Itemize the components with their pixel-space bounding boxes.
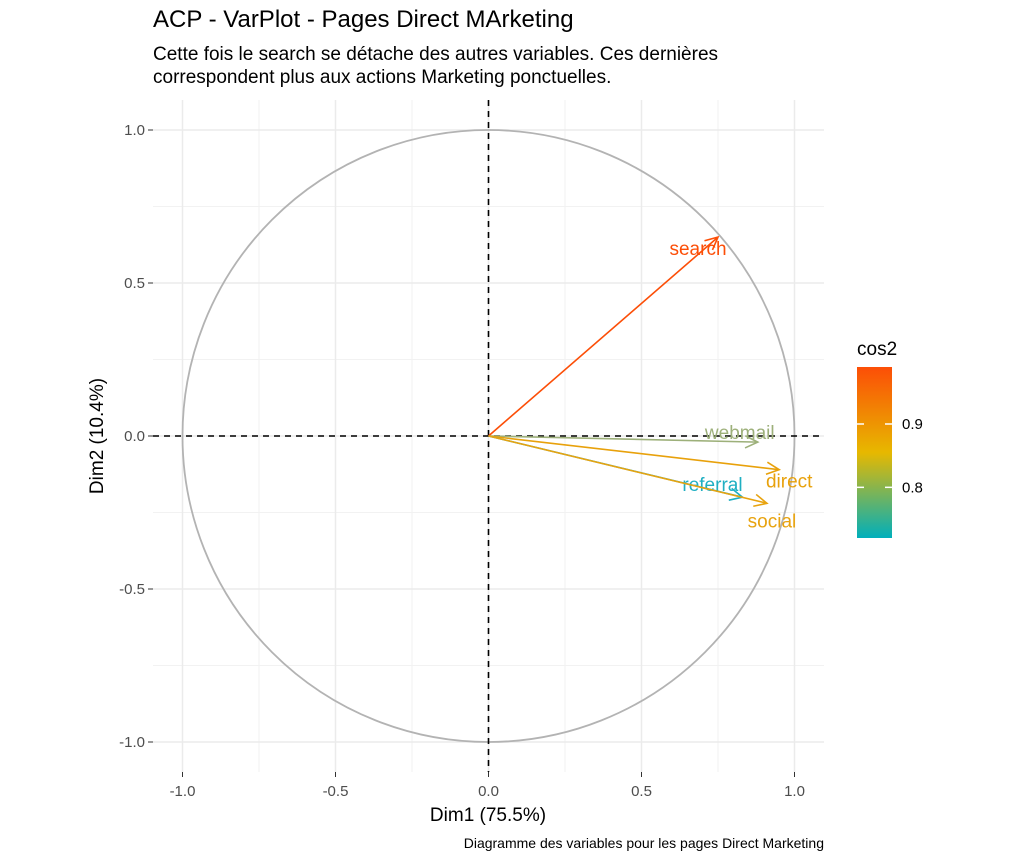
label-referral: referral (682, 475, 742, 496)
x-axis-title: Dim1 (75.5%) (430, 805, 546, 826)
tick-labels: -1.0 -0.5 0.0 0.5 1.0 1.0 0.5 0.0 -0.5 -1.0 (119, 122, 805, 800)
x-tick-label: -1.0 (170, 783, 196, 800)
legend-colorbar (857, 367, 892, 538)
y-tick-label: 0.0 (124, 428, 145, 445)
variable-arrows: search webmail direct referral social (487, 235, 813, 532)
label-social: social (748, 511, 797, 532)
chart-subtitle: Cette fois le search se détache des autr… (153, 43, 853, 89)
x-tick-label: -0.5 (323, 783, 349, 800)
x-tick-label: 0.0 (478, 783, 499, 800)
y-tick-label: 0.5 (124, 275, 145, 292)
label-direct: direct (766, 472, 813, 493)
subtitle-line-1: Cette fois le search se détache des autr… (153, 44, 719, 65)
label-search: search (669, 239, 726, 260)
subtitle-line-2: correspondent plus aux actions Marketing… (153, 67, 612, 88)
y-tick-label: -1.0 (119, 734, 145, 751)
arrowhead-direct (765, 461, 782, 476)
cos2-legend: cos2 0.9 0.8 (857, 339, 923, 538)
arrow-social (488, 435, 768, 505)
legend-tick-label: 0.9 (902, 416, 923, 433)
label-webmail: webmail (704, 423, 775, 444)
arrow-webmail (488, 435, 758, 443)
y-tick-label: 1.0 (124, 122, 145, 139)
legend-ticks: 0.9 0.8 (857, 416, 923, 496)
x-tick-label: 1.0 (784, 783, 805, 800)
arrowhead-social (753, 493, 769, 508)
legend-tick-label: 0.8 (902, 479, 923, 496)
y-axis-title: Dim2 (10.4%) (87, 378, 108, 494)
x-tick-label: 0.5 (631, 783, 652, 800)
arrowhead-webmail (744, 435, 760, 449)
arrowhead-search (704, 235, 720, 251)
arrow-search (487, 236, 719, 437)
chart-title: ACP - VarPlot - Pages Direct MArketing (153, 6, 574, 33)
legend-title: cos2 (857, 339, 897, 360)
chart-caption: Diagramme des variables pour les pages D… (463, 835, 824, 851)
y-tick-label: -0.5 (119, 581, 145, 598)
arrow-direct (488, 435, 780, 471)
